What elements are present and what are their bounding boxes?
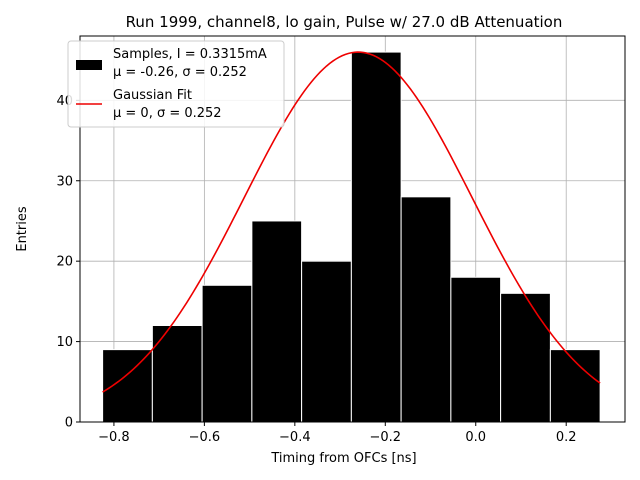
histogram-bar xyxy=(301,260,352,423)
legend: Samples, I = 0.3315mA μ = -0.26, σ = 0.2… xyxy=(67,40,285,128)
gaussian-fit-line xyxy=(102,51,601,393)
histogram-bar xyxy=(350,51,402,423)
gaussian-fit xyxy=(102,51,601,393)
x-axis-label: Timing from OFCs [ns] xyxy=(270,451,416,466)
x-tick-label: 0.0 xyxy=(465,430,486,445)
chart-title: Run 1999, channel8, lo gain, Pulse w/ 27… xyxy=(126,13,563,31)
x-tick-label: −0.6 xyxy=(189,430,221,445)
histogram-bar xyxy=(549,349,601,423)
legend-samples-line1: Samples, I = 0.3315mA xyxy=(113,47,267,62)
histogram-bar xyxy=(400,196,452,423)
y-tick-label: 10 xyxy=(56,335,73,350)
x-axis-ticks: −0.8 −0.6 −0.4 −0.2 0.0 0.2 xyxy=(98,422,577,445)
y-tick-label: 0 xyxy=(65,416,73,431)
histogram-bar xyxy=(450,276,502,423)
histogram-bar xyxy=(251,220,303,423)
legend-fit-line2: μ = 0, σ = 0.252 xyxy=(113,106,222,121)
histogram-bar xyxy=(500,292,551,423)
y-tick-label: 30 xyxy=(56,174,73,189)
y-tick-label: 20 xyxy=(56,255,73,270)
y-axis-label: Entries xyxy=(15,206,30,252)
legend-box xyxy=(67,40,285,128)
histogram-bar xyxy=(102,349,153,423)
x-tick-label: −0.2 xyxy=(370,430,402,445)
legend-fit-line1: Gaussian Fit xyxy=(113,88,192,103)
axes-frame xyxy=(79,35,626,423)
legend-samples-line2: μ = -0.26, σ = 0.252 xyxy=(113,65,247,80)
x-tick-label: 0.2 xyxy=(556,430,577,445)
x-tick-label: −0.8 xyxy=(98,430,130,445)
legend-samples-swatch xyxy=(76,60,102,70)
histogram-bar xyxy=(201,284,253,423)
histogram-bars xyxy=(102,51,601,423)
x-tick-label: −0.4 xyxy=(279,430,311,445)
